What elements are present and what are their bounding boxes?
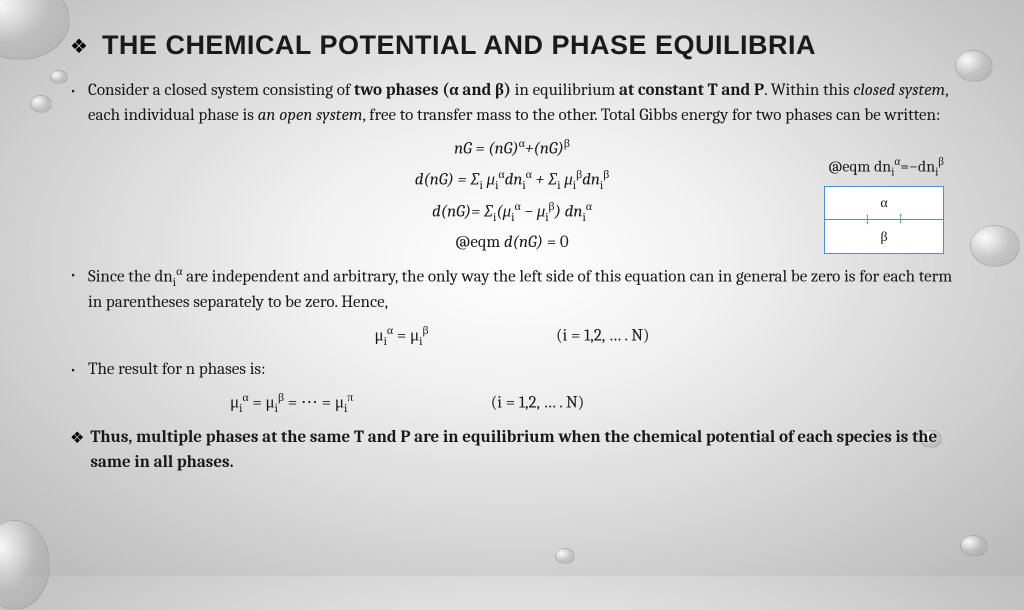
bullet-dot-icon: • [70,263,88,316]
paragraph-3-text: The result for n phases is: [88,358,266,383]
equation-5: μiα = μiβ (i = 1,2, … . N) [70,321,954,351]
equation-6: μiα = μiβ = ⋯ = μiπ (i = 1,2, … . N) [70,388,954,418]
title-row: ❖ THE CHEMICAL POTENTIAL AND PHASE EQUIL… [70,30,954,61]
water-bubble-icon [555,548,575,564]
eqm-side-note: @eqm dniα=−dniβ [828,155,944,179]
conclusion: ❖ Thus, multiple phases at the same T an… [70,426,954,475]
water-bubble-icon [960,535,988,557]
slide-title: THE CHEMICAL POTENTIAL AND PHASE EQUILIB… [102,30,816,61]
paragraph-2-text: Since the dniα are independent and arbit… [88,263,954,316]
equation-2: d(nG) = ∑i μiαdniα + ∑i μiβdniβ [70,165,954,195]
paragraph-2: • Since the dniα are independent and arb… [70,263,954,316]
equation-block-1: nG = (nG)α+(nG)β d(nG) = ∑i μiαdniα + ∑i… [70,134,954,256]
equation-4: @eqm d(nG) = 0 [70,229,954,256]
equation-1: nG = (nG)α+(nG)β [70,134,954,163]
diamond-bullet-icon: ❖ [70,426,84,475]
bullet-dot-icon: • [70,358,88,383]
water-bubble-icon [0,520,50,610]
paragraph-1: • Consider a closed system consisting of… [70,79,954,128]
slide-content: ❖ THE CHEMICAL POTENTIAL AND PHASE EQUIL… [0,0,1024,496]
conclusion-text: Thus, multiple phases at the same T and … [90,426,954,475]
bullet-dot-icon: • [70,79,88,128]
paragraph-1-text: Consider a closed system consisting of t… [88,79,954,128]
diamond-bullet-icon: ❖ [70,34,88,58]
paragraph-3: • The result for n phases is: [70,358,954,383]
equation-3: d(nG)= ∑i(μiα − μiβ) dniα [70,197,954,227]
